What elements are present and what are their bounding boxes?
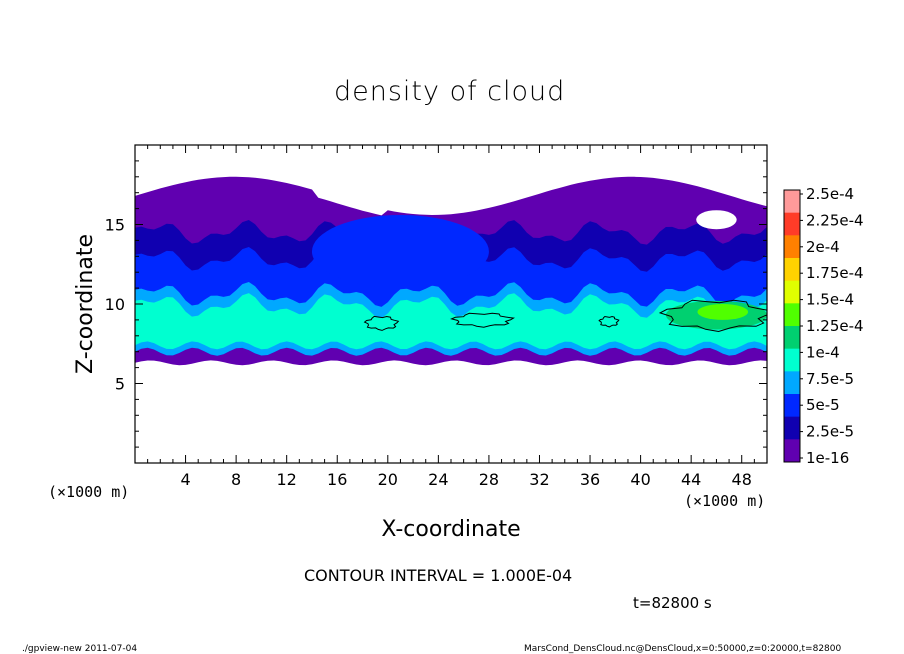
colorbar-swatch bbox=[784, 371, 800, 395]
x-tick-label: 16 bbox=[327, 470, 347, 489]
contour-lines bbox=[363, 299, 767, 333]
x-tick-label: 32 bbox=[529, 470, 549, 489]
y-tick-label: 10 bbox=[105, 295, 125, 314]
footer-left: ./gpview-new 2011-07-04 bbox=[22, 644, 138, 654]
x-tick-label: 20 bbox=[378, 470, 398, 489]
footer-right: MarsCond_DensCloud.nc@DensCloud,x=0:5000… bbox=[524, 644, 842, 654]
colorbar-swatch bbox=[784, 416, 800, 440]
x-tick-label: 44 bbox=[681, 470, 701, 489]
x-tick-label: 24 bbox=[428, 470, 448, 489]
colorbar-label: 1.25e-4 bbox=[806, 317, 864, 335]
contour-2 bbox=[450, 312, 516, 328]
colorbar-swatch bbox=[784, 326, 800, 350]
colorbar: 2.5e-4 2.25e-4 2e-4 1.75e-4 1.5e-4 1.25e-4 1e-… bbox=[783, 185, 864, 467]
clear-gap-2 bbox=[533, 149, 622, 179]
time-label: t=82800 s bbox=[633, 594, 712, 612]
x-tick-label: 12 bbox=[277, 470, 297, 489]
x-axis-title: X-coordinate bbox=[381, 517, 520, 542]
y-axis-title: Z-coordinate bbox=[73, 234, 98, 374]
blue-bulge bbox=[311, 214, 489, 289]
x-tick-label: 4 bbox=[180, 470, 190, 489]
colorbar-swatch bbox=[784, 394, 800, 418]
colorbar-swatch bbox=[784, 235, 800, 259]
colorbar-label: 2e-4 bbox=[806, 238, 840, 256]
colorbar-label: 1e-4 bbox=[806, 343, 840, 361]
x-tick-label: 36 bbox=[580, 470, 600, 489]
colorbar-label: 1.75e-4 bbox=[806, 264, 864, 282]
colorbar-swatch bbox=[784, 258, 800, 282]
colorbar-swatch bbox=[784, 348, 800, 372]
contour-interval-label: CONTOUR INTERVAL = 1.000E-04 bbox=[304, 566, 573, 585]
y-tick-label: 5 bbox=[115, 375, 125, 394]
contour-1 bbox=[363, 315, 400, 331]
x-tick-label: 48 bbox=[732, 470, 752, 489]
colorbar-swatch bbox=[784, 280, 800, 304]
colorbar-label: 1e-16 bbox=[806, 449, 849, 467]
x-tick-label: 8 bbox=[231, 470, 241, 489]
y-unit-label: (×1000 m) bbox=[48, 483, 129, 501]
x-unit-label: (×1000 m) bbox=[684, 492, 765, 510]
colorbar-swatch bbox=[784, 212, 800, 236]
colorbar-swatch bbox=[784, 190, 800, 214]
colorbar-label: 2.5e-5 bbox=[806, 423, 854, 441]
y-tick-label: 15 bbox=[105, 216, 125, 235]
colorbar-label: 2.5e-4 bbox=[806, 185, 854, 203]
clear-gap-1 bbox=[318, 145, 433, 187]
bright-green-patch bbox=[697, 304, 749, 320]
chart-title: density of cloud bbox=[334, 76, 566, 107]
colorbar-label: 5e-5 bbox=[806, 396, 840, 414]
clear-gap-3 bbox=[696, 210, 737, 230]
colorbar-swatch bbox=[784, 303, 800, 327]
x-tick-label: 40 bbox=[630, 470, 650, 489]
colorbar-label: 7.5e-5 bbox=[806, 370, 854, 388]
colorbar-swatch bbox=[784, 439, 800, 463]
colorbar-label: 1.5e-4 bbox=[806, 291, 854, 309]
x-tick-label: 28 bbox=[479, 470, 499, 489]
contour-3 bbox=[598, 315, 620, 328]
contour-4 bbox=[658, 299, 767, 333]
heatmap-field bbox=[135, 145, 767, 366]
band-cyan bbox=[135, 293, 767, 350]
colorbar-label: 2.25e-4 bbox=[806, 211, 864, 229]
